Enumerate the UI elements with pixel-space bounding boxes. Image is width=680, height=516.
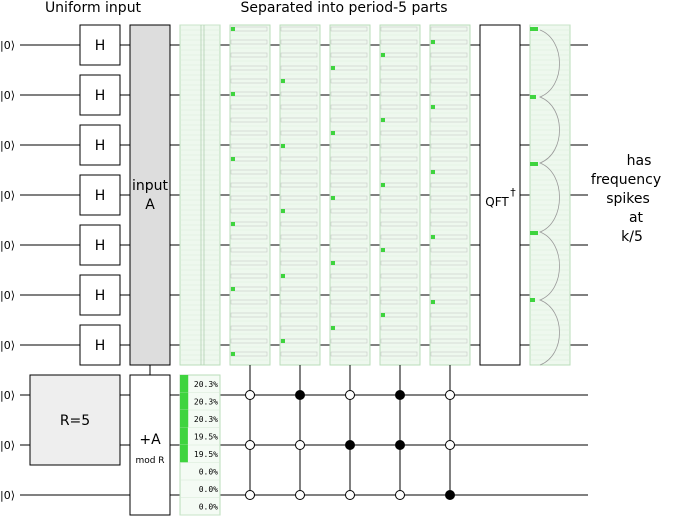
control-dot-open	[345, 390, 355, 400]
control-dot-filled	[345, 440, 355, 450]
frequency-spike-4	[530, 298, 535, 302]
h-gate-6[interactable]: H	[79, 324, 121, 366]
ket-label-0: |0⟩	[0, 39, 15, 52]
frequency-spike-3	[530, 231, 538, 235]
qft-dagger-gate[interactable]: QFT †	[479, 24, 521, 366]
control-column-2[interactable]	[345, 365, 355, 500]
ket-label-group: |0⟩ |0⟩ |0⟩ |0⟩ |0⟩ |0⟩ |0⟩ |0⟩ |0⟩ |0⟩	[0, 39, 15, 502]
amplitude-display-group	[179, 24, 471, 366]
ket-label-7: |0⟩	[0, 389, 15, 402]
note-line-3: at	[629, 210, 644, 226]
h-gate-label: H	[95, 338, 106, 354]
frequency-spike-1	[530, 95, 536, 99]
control-dot-open	[345, 490, 355, 500]
frequency-note: has frequency spikes at k/5	[591, 153, 661, 245]
probability-bar-3	[180, 427, 188, 445]
note-line-2: spikes	[606, 191, 650, 207]
control-dot-filled	[395, 390, 405, 400]
h-gate-label: H	[95, 188, 106, 204]
add-gate-line1: +A	[139, 432, 161, 448]
h-gate-label: H	[95, 288, 106, 304]
ket-label-9: |0⟩	[0, 489, 15, 502]
probability-display[interactable]: 20.3% 20.3% 20.3% 19.5% 19.5% 0.0% 0.0% 0.0%	[179, 374, 221, 516]
amplitude-display-1[interactable]	[229, 24, 271, 366]
amplitude-display-2[interactable]	[279, 24, 321, 366]
amplitude-display-0[interactable]	[179, 24, 221, 366]
control-dot-open	[245, 390, 255, 400]
ket-label-4: |0⟩	[0, 239, 15, 252]
hadamard-gate-group: H H H H H H H	[79, 24, 121, 366]
ket-label-8: |0⟩	[0, 439, 15, 452]
header-uniform-input: Uniform input	[45, 0, 142, 16]
note-line-4: k/5	[621, 229, 643, 245]
control-dot-filled	[295, 390, 305, 400]
h-gate-label: H	[95, 38, 106, 54]
probability-bar-1	[180, 392, 189, 410]
control-dot-open	[295, 440, 305, 450]
input-a-line1: input	[132, 178, 169, 194]
note-line-0: has	[627, 153, 652, 169]
control-dot-open	[295, 490, 305, 500]
phase-trace	[538, 29, 560, 366]
probability-value-5: 0.0%	[199, 468, 218, 477]
frequency-spike-2	[530, 162, 538, 166]
ket-label-2: |0⟩	[0, 139, 15, 152]
h-gate-4[interactable]: H	[79, 224, 121, 266]
h-gate-2[interactable]: H	[79, 124, 121, 166]
h-gate-label: H	[95, 138, 106, 154]
h-gate-label: H	[95, 88, 106, 104]
control-column-group	[245, 365, 455, 500]
qft-label: QFT	[485, 195, 509, 209]
ket-label-1: |0⟩	[0, 89, 15, 102]
note-line-1: frequency	[591, 172, 661, 188]
control-dot-filled	[445, 490, 455, 500]
probability-value-1: 20.3%	[194, 398, 218, 407]
control-dot-open	[445, 390, 455, 400]
control-column-3[interactable]	[395, 365, 405, 500]
input-a-gate[interactable]: input A	[129, 24, 171, 366]
probability-bar-4	[180, 445, 188, 463]
amplitude-display-3[interactable]	[329, 24, 371, 366]
h-gate-label: H	[95, 238, 106, 254]
r-gate-label: R=5	[60, 413, 90, 429]
control-column-4[interactable]	[445, 365, 455, 500]
amplitude-display-5[interactable]	[429, 24, 471, 366]
ket-label-6: |0⟩	[0, 339, 15, 352]
control-column-0[interactable]	[245, 365, 255, 500]
h-gate-0[interactable]: H	[79, 24, 121, 66]
probability-bar-2	[180, 410, 189, 428]
probability-value-3: 19.5%	[194, 433, 218, 442]
probability-value-0: 20.3%	[194, 380, 218, 389]
h-gate-1[interactable]: H	[79, 74, 121, 116]
ket-label-3: |0⟩	[0, 189, 15, 202]
ket-label-5: |0⟩	[0, 289, 15, 302]
add-a-mod-r-gate[interactable]: +A mod R	[129, 374, 171, 516]
header-period-5-parts: Separated into period-5 parts	[240, 0, 447, 16]
control-column-1[interactable]	[295, 365, 305, 500]
add-gate-line2: mod R	[135, 456, 164, 466]
probability-value-7: 0.0%	[199, 503, 218, 512]
h-gate-3[interactable]: H	[79, 174, 121, 216]
frequency-spike-0	[530, 27, 538, 31]
probability-value-4: 19.5%	[194, 450, 218, 459]
r-equals-5-gate[interactable]: R=5	[29, 374, 121, 466]
h-gate-5[interactable]: H	[79, 274, 121, 316]
qft-dagger: †	[510, 186, 516, 199]
input-a-line2: A	[145, 197, 155, 213]
probability-value-2: 20.3%	[194, 415, 218, 424]
control-dot-open	[395, 490, 405, 500]
final-amplitude-display[interactable]	[529, 24, 571, 366]
control-dot-open	[445, 440, 455, 450]
probability-bar-0	[180, 375, 189, 393]
control-dot-open	[245, 490, 255, 500]
control-dot-filled	[395, 440, 405, 450]
probability-value-6: 0.0%	[199, 485, 218, 494]
control-dot-open	[245, 440, 255, 450]
amplitude-display-4[interactable]	[379, 24, 421, 366]
